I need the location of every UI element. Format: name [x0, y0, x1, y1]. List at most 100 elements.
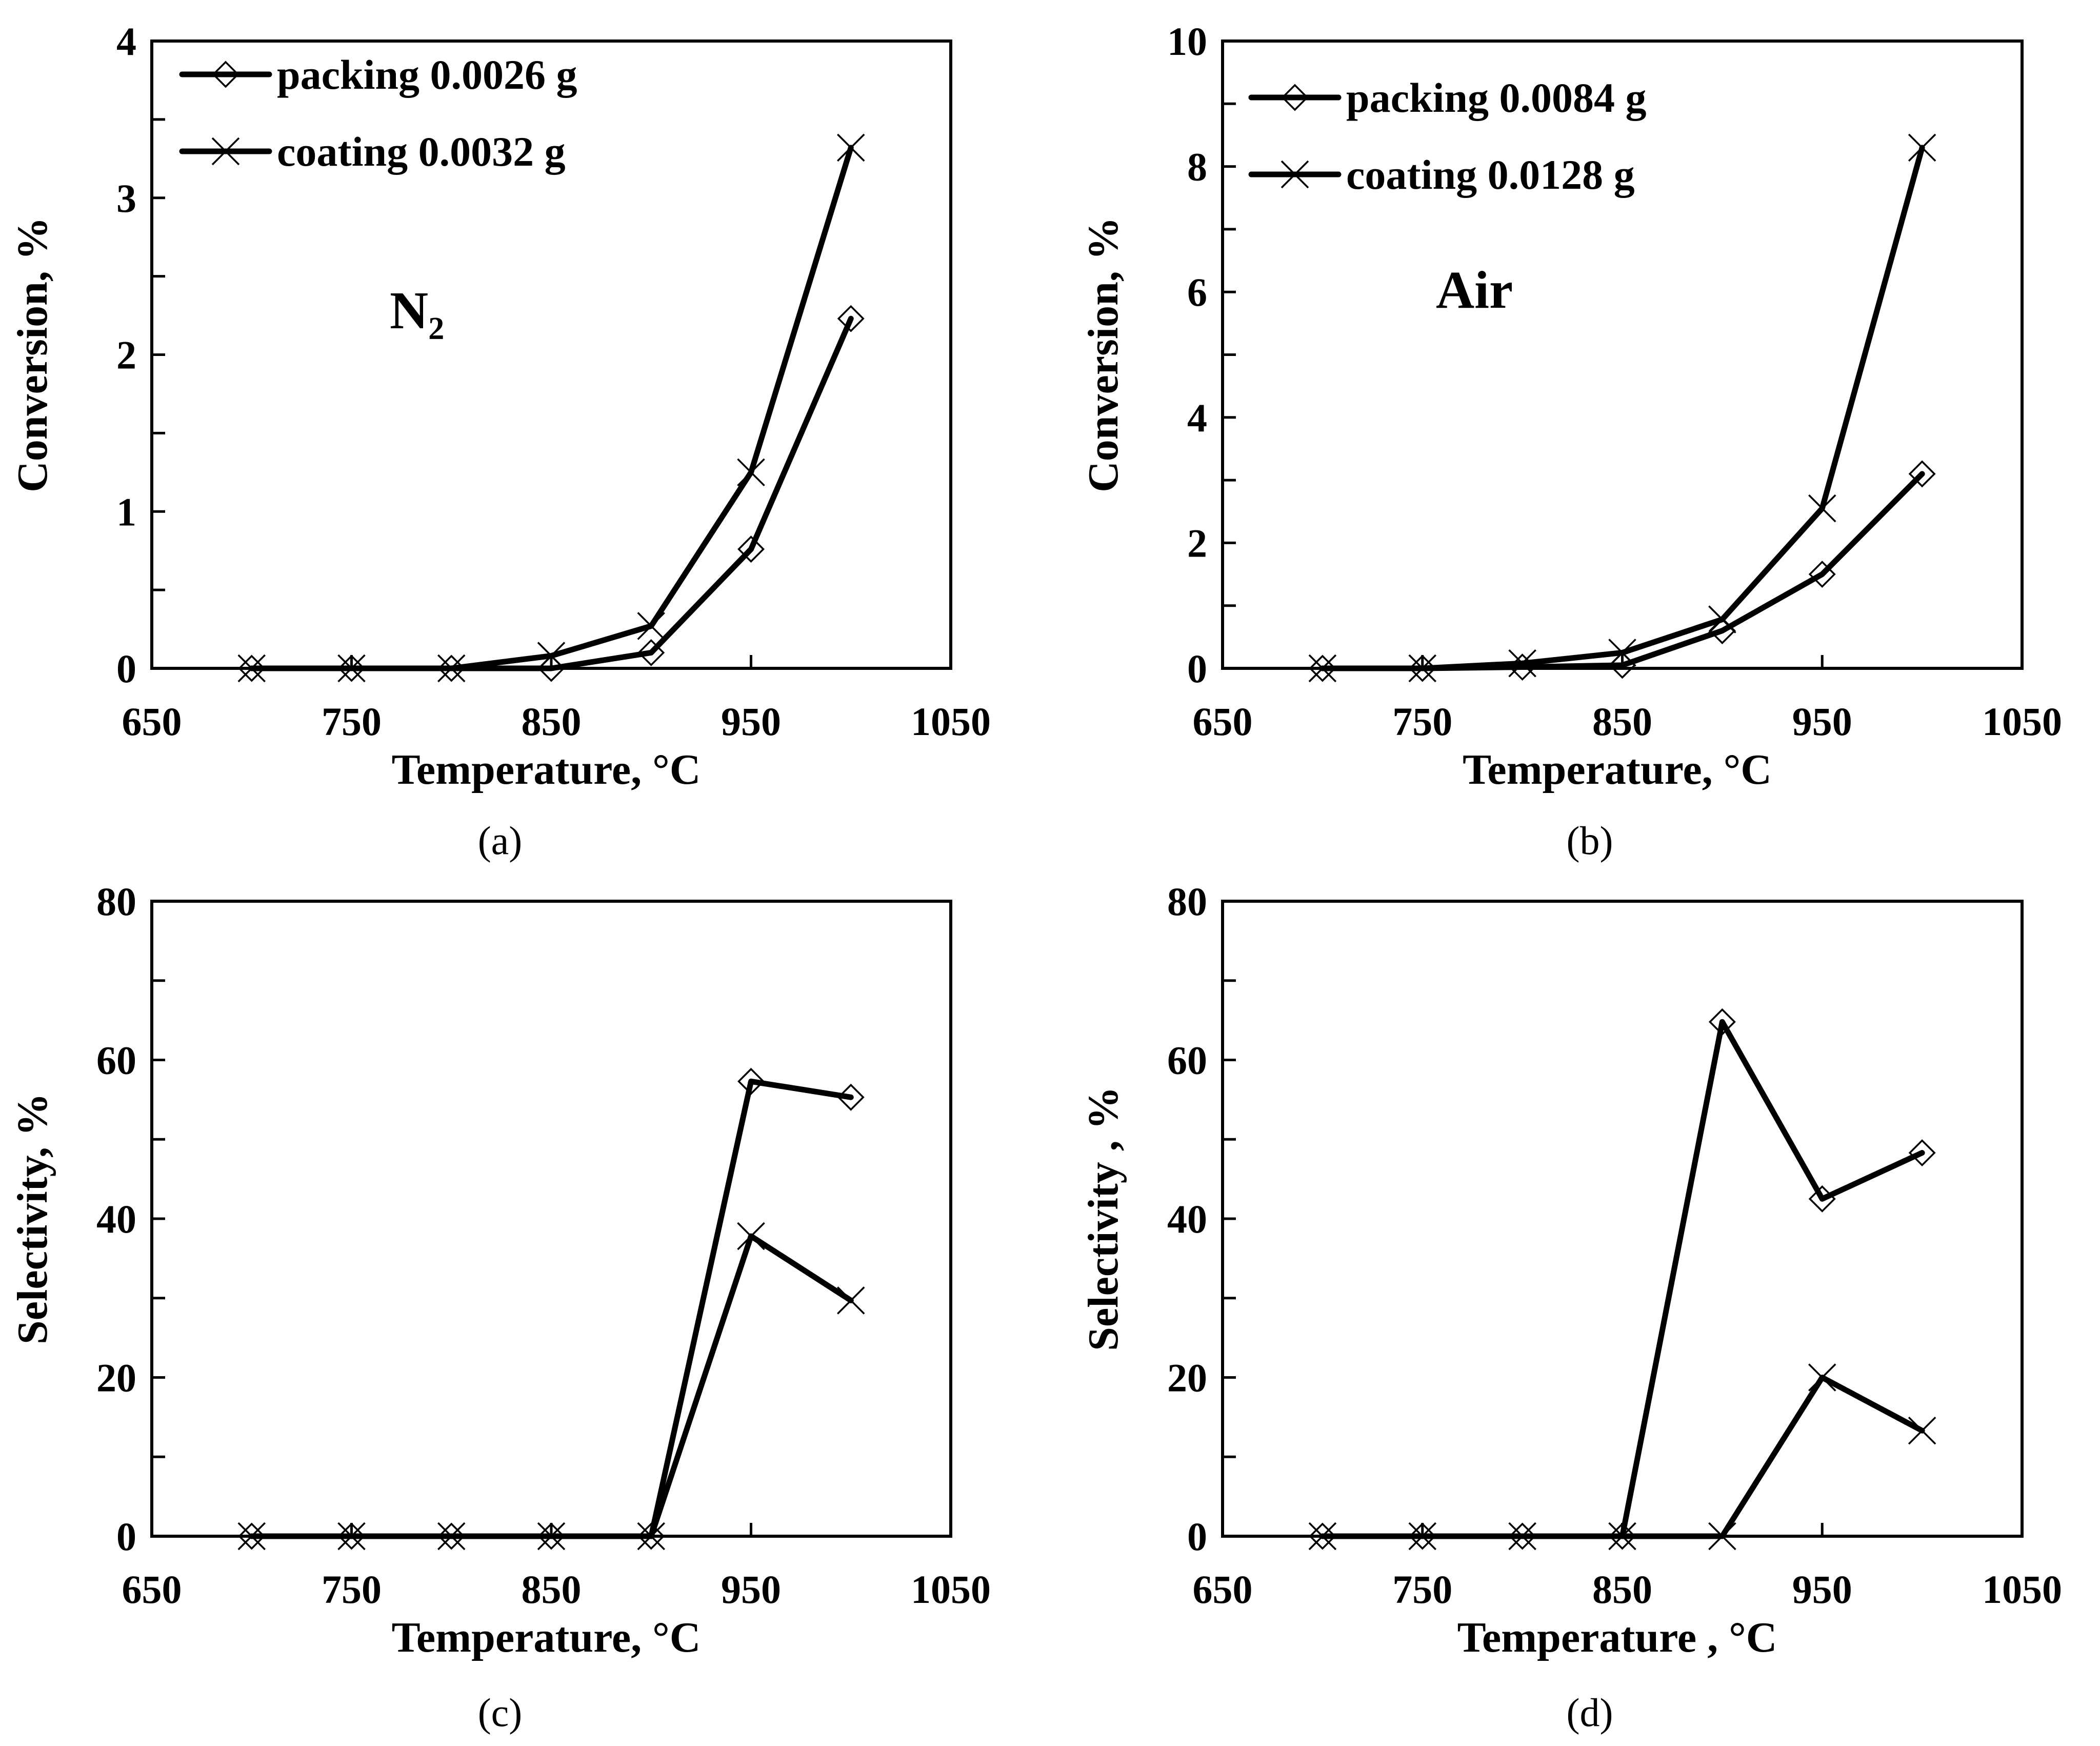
- legend-entry: coating 0.0032 g: [277, 128, 566, 175]
- y-tick-label: 8: [1187, 145, 1207, 189]
- data-point-cross: [1708, 1522, 1736, 1551]
- data-point-diamond: [1509, 1522, 1536, 1550]
- chart-panel-3: 0 20 40 60 80 650 750 850 950 1050 Temperature, °C…: [9, 879, 991, 1735]
- data-point-cross: [1808, 494, 1836, 523]
- series-coating: [237, 133, 865, 683]
- data-point-diamond: [338, 654, 365, 682]
- chart-panel-1: 0 1 2 3 4 650 750 850 950 1050 Temperature, °C Conv…: [9, 19, 991, 863]
- x-axis-label: Temperature, °C: [1463, 746, 1772, 793]
- y-tick-label: 60: [1167, 1038, 1207, 1083]
- data-point-cross: [337, 1522, 366, 1551]
- y-tick-label: 4: [116, 19, 136, 64]
- y-axis-label: Selectivity , %: [1079, 1086, 1127, 1351]
- data-point-cross: [837, 1286, 865, 1315]
- data-point-cross: [1708, 605, 1736, 633]
- data-point-diamond: [537, 1522, 565, 1550]
- data-point-diamond: [737, 1067, 765, 1095]
- data-point-diamond: [1708, 1008, 1736, 1036]
- y-tick-label: 1: [116, 489, 136, 534]
- x-tick-label: 950: [1792, 1567, 1852, 1612]
- series-coating: [1308, 133, 1936, 683]
- panel-caption: (c): [478, 1690, 523, 1735]
- legend: packing 0.0084 g coating 0.0128 g: [1248, 74, 1647, 198]
- x-tick-label: 750: [322, 1567, 382, 1612]
- x-tick-label: 650: [122, 1567, 182, 1612]
- plot-frame: [1221, 900, 2024, 1538]
- x-tick-label: 1050: [911, 699, 991, 744]
- data-point-diamond: [437, 654, 465, 682]
- series-coating: [237, 1222, 865, 1551]
- data-point-diamond: [1908, 460, 1936, 488]
- x-axis-label: Temperature , °C: [1457, 1614, 1777, 1661]
- legend-marker-cross: [211, 137, 240, 166]
- series-line: [1319, 1375, 1925, 1539]
- y-tick-label: 0: [116, 646, 136, 691]
- data-point-cross: [1308, 654, 1337, 683]
- y-tick-label: 80: [1167, 879, 1207, 924]
- data-point-diamond: [1808, 1185, 1836, 1213]
- data-point-cross: [1508, 1522, 1536, 1551]
- atmosphere-annotation: N₂: [390, 281, 444, 340]
- x-axis-label: Temperature, °C: [392, 1614, 701, 1661]
- data-point-diamond: [1409, 654, 1436, 682]
- data-point-diamond: [238, 1522, 266, 1550]
- y-tick-label: 0: [116, 1514, 136, 1559]
- x-tick-label: 650: [1193, 1567, 1253, 1612]
- x-tick-label: 750: [1392, 699, 1452, 744]
- legend-entry: coating 0.0128 g: [1346, 151, 1635, 198]
- series-line: [249, 145, 854, 671]
- data-point-diamond: [837, 1083, 865, 1111]
- data-point-diamond: [637, 1522, 665, 1550]
- y-tick-label: 80: [96, 879, 136, 924]
- x-tick-label: 850: [522, 1567, 582, 1612]
- y-tick-label: 4: [1187, 395, 1207, 440]
- plot-frame: [150, 900, 952, 1538]
- data-point-diamond: [238, 654, 266, 682]
- panel-caption: (a): [478, 818, 523, 863]
- data-point-diamond: [1309, 654, 1336, 682]
- data-point-cross: [337, 654, 366, 683]
- data-point-cross: [1408, 1522, 1436, 1551]
- data-point-diamond: [1309, 1522, 1336, 1550]
- series-line: [1319, 145, 1925, 671]
- data-point-cross: [637, 1522, 665, 1551]
- y-tick-label: 40: [96, 1197, 136, 1241]
- x-tick-label: 850: [1592, 1567, 1652, 1612]
- data-point-cross: [1808, 1363, 1836, 1392]
- x-tick-label: 1050: [1982, 699, 2062, 744]
- y-tick-label: 0: [1187, 1514, 1207, 1559]
- data-point-cross: [837, 133, 865, 162]
- chart-panel-2: 0 2 4 6 8 10 650 750 850 950 1050 Temperature, °C Co…: [1079, 19, 2062, 863]
- y-tick-label: 10: [1167, 19, 1207, 64]
- data-point-diamond: [1409, 1522, 1436, 1550]
- legend-entry: packing 0.0026 g: [277, 51, 577, 98]
- data-point-cross: [737, 458, 765, 487]
- x-tick-label: 950: [1792, 699, 1852, 744]
- x-tick-label: 750: [322, 699, 382, 744]
- x-tick-label: 950: [721, 699, 781, 744]
- data-point-cross: [1308, 1522, 1337, 1551]
- x-tick-label: 950: [721, 1567, 781, 1612]
- data-point-cross: [637, 612, 665, 640]
- x-tick-label: 1050: [1982, 1567, 2062, 1612]
- data-point-cross: [1408, 654, 1436, 683]
- x-axis-label: Temperature, °C: [392, 746, 701, 793]
- data-point-diamond: [338, 1522, 365, 1550]
- series-line: [249, 1078, 854, 1539]
- y-tick-label: 20: [1167, 1356, 1207, 1400]
- data-point-cross: [437, 1522, 466, 1551]
- legend-marker-cross: [1281, 160, 1309, 189]
- legend-marker-diamond: [1281, 84, 1309, 111]
- legend-entry: packing 0.0084 g: [1346, 74, 1647, 121]
- y-tick-label: 2: [1187, 521, 1207, 565]
- panel-caption: (d): [1567, 1690, 1613, 1735]
- y-tick-label: 3: [116, 176, 136, 221]
- data-point-diamond: [1908, 1139, 1936, 1167]
- data-point-diamond: [1609, 1522, 1636, 1550]
- data-point-diamond: [1808, 561, 1836, 588]
- y-tick-label: 40: [1167, 1197, 1207, 1241]
- series-packing: [238, 1067, 865, 1550]
- data-point-cross: [1908, 133, 1936, 162]
- data-point-cross: [237, 654, 266, 683]
